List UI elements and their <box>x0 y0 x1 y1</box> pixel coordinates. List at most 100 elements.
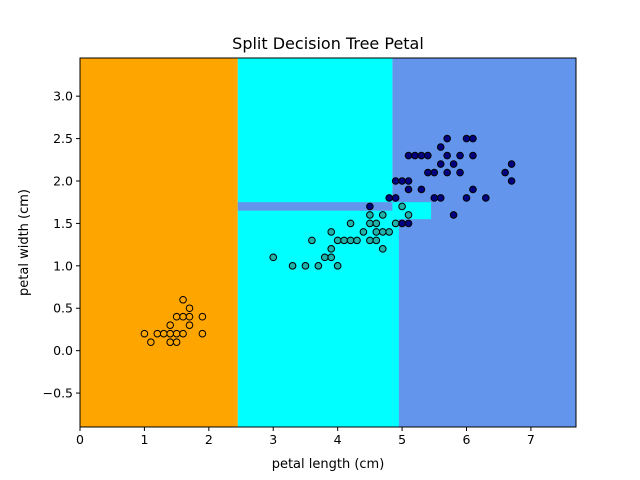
point-virginica <box>507 177 516 185</box>
point-virginica <box>385 194 393 202</box>
point-versicolor <box>288 262 297 270</box>
point-setosa <box>179 312 187 321</box>
point-virginica <box>469 185 477 194</box>
point-versicolor <box>366 236 374 245</box>
point-versicolor <box>301 262 310 270</box>
point-versicolor <box>314 262 323 270</box>
point-virginica <box>469 151 477 160</box>
point-versicolor <box>359 228 368 236</box>
x-tick-label: 2 <box>205 432 213 447</box>
region-setosa <box>80 58 238 427</box>
y-axis-label: petal width (cm) <box>17 189 32 296</box>
point-versicolor <box>378 228 387 236</box>
region-virginica <box>237 202 393 211</box>
x-tick-label: 1 <box>140 432 148 447</box>
point-virginica <box>436 143 445 151</box>
point-versicolor <box>346 219 355 228</box>
y-tick-label: 0.5 <box>53 301 73 316</box>
point-versicolor <box>366 211 374 219</box>
y-tick-label: 2.5 <box>53 131 73 146</box>
point-virginica <box>366 202 374 211</box>
y-tick-label: 0.0 <box>53 343 73 358</box>
point-setosa <box>172 329 181 338</box>
decision-regions <box>80 58 576 427</box>
point-setosa <box>166 338 174 346</box>
point-virginica <box>404 177 413 185</box>
point-virginica <box>417 151 426 160</box>
x-tick-label: 6 <box>463 432 471 447</box>
point-virginica <box>443 168 451 177</box>
point-virginica <box>398 177 406 185</box>
point-versicolor <box>333 236 342 245</box>
point-virginica <box>436 160 445 168</box>
y-axis-ticks: −0.5 0.0 0.5 1.0 1.5 2.0 2.5 3.0 <box>43 89 80 401</box>
chart-title: Split Decision Tree Petal <box>232 34 424 53</box>
point-virginica <box>417 185 426 194</box>
point-virginica <box>462 194 471 202</box>
x-tick-label: 0 <box>76 432 84 447</box>
plot-frame <box>79 57 577 428</box>
point-versicolor <box>269 253 278 262</box>
point-virginica <box>404 151 413 160</box>
y-tick-label: −0.5 <box>43 386 73 401</box>
point-versicolor <box>378 245 387 253</box>
point-setosa <box>166 321 174 330</box>
point-virginica <box>482 194 490 202</box>
point-setosa <box>179 295 187 304</box>
scatter-points <box>140 134 516 346</box>
point-virginica <box>404 219 413 228</box>
point-versicolor <box>372 219 381 228</box>
point-setosa <box>172 312 181 321</box>
point-virginica <box>469 134 477 143</box>
point-virginica <box>430 194 439 202</box>
point-versicolor <box>340 236 348 245</box>
point-virginica <box>430 168 439 177</box>
point-virginica <box>462 134 471 143</box>
point-virginica <box>424 168 432 177</box>
point-versicolor <box>353 236 361 245</box>
point-virginica <box>501 168 509 177</box>
point-virginica <box>507 160 516 168</box>
point-virginica <box>456 168 464 177</box>
point-setosa <box>140 329 149 338</box>
point-setosa <box>185 312 194 321</box>
point-versicolor <box>327 245 336 253</box>
point-virginica <box>391 194 400 202</box>
point-versicolor <box>333 262 342 270</box>
y-tick-label: 1.0 <box>53 258 73 273</box>
point-setosa <box>185 321 194 330</box>
y-tick-label: 1.5 <box>53 216 73 231</box>
point-versicolor <box>366 219 374 228</box>
y-tick-label: 2.0 <box>53 174 73 189</box>
point-versicolor <box>308 236 316 245</box>
x-axis-ticks: 0 1 2 3 4 5 6 7 <box>76 427 535 447</box>
point-versicolor <box>372 228 381 236</box>
point-virginica <box>424 151 432 160</box>
point-virginica <box>449 160 458 168</box>
point-virginica <box>443 151 451 160</box>
point-versicolor <box>404 211 413 219</box>
region-versicolor <box>392 219 399 427</box>
x-tick-label: 3 <box>269 432 277 447</box>
point-versicolor <box>385 228 393 236</box>
point-setosa <box>153 329 162 338</box>
point-versicolor <box>320 253 329 262</box>
point-setosa <box>159 329 168 338</box>
point-versicolor <box>378 211 387 219</box>
point-virginica <box>449 211 458 219</box>
point-virginica <box>411 151 419 160</box>
point-virginica <box>436 194 445 202</box>
x-tick-label: 7 <box>527 432 535 447</box>
point-versicolor <box>398 202 406 211</box>
point-versicolor <box>372 236 381 245</box>
x-tick-label: 5 <box>398 432 406 447</box>
point-versicolor <box>327 228 336 236</box>
region-versicolor <box>237 58 393 427</box>
point-virginica <box>391 177 400 185</box>
point-setosa <box>172 338 181 346</box>
point-setosa <box>198 312 207 321</box>
x-tick-label: 4 <box>334 432 342 447</box>
point-versicolor <box>327 253 336 262</box>
point-setosa <box>185 304 194 313</box>
